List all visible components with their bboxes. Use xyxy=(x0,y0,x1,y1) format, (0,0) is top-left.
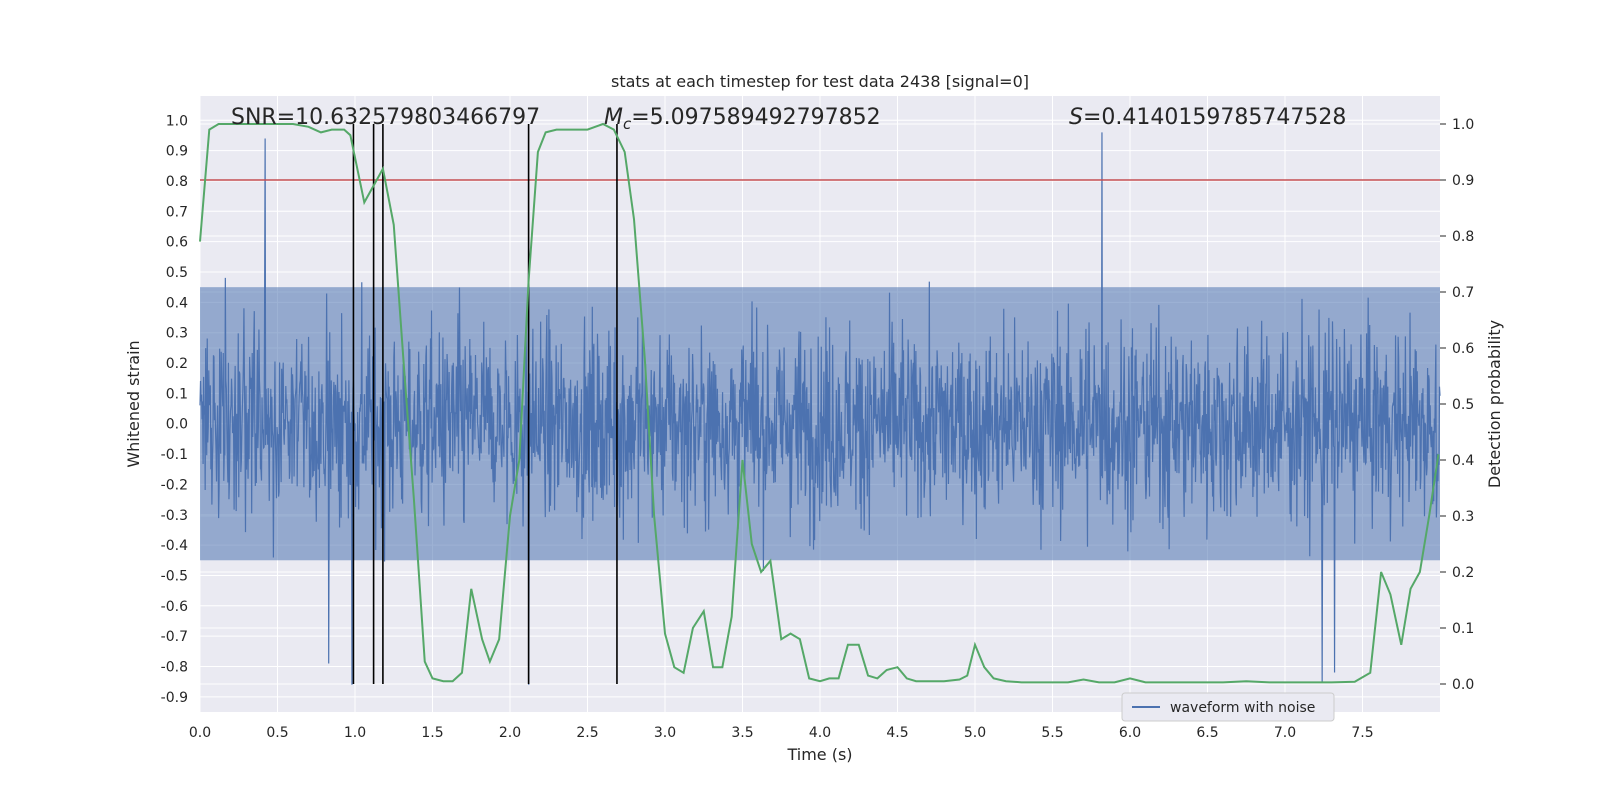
x-tick-label: 1.0 xyxy=(344,725,366,741)
x-tick-label: 2.5 xyxy=(576,725,598,741)
x-tick-label: 0.0 xyxy=(189,725,211,741)
chirp-mass-value: =5.097589492797852 xyxy=(631,105,880,130)
right-y-tick-label: 0.1 xyxy=(1452,621,1474,637)
left-y-tick-label: -0.6 xyxy=(161,599,188,615)
right-y-tick-label: 0.6 xyxy=(1452,341,1474,357)
x-axis-label: Time (s) xyxy=(786,745,852,764)
left-y-axis-ticks: 1.0 0.9 0.8 0.7 0.6 0.5 0.4 0.3 0.2 0.1 0.0 -0.1 -0.… xyxy=(161,113,188,706)
left-y-tick-label: 0.6 xyxy=(166,235,188,251)
left-y-tick-label: 0.5 xyxy=(166,265,188,281)
right-y-tick-label: 0.8 xyxy=(1452,229,1474,245)
right-y-tick-label: 0.9 xyxy=(1452,173,1474,189)
left-y-axis-label: Whitened strain xyxy=(124,340,143,467)
x-tick-label: 3.5 xyxy=(731,725,753,741)
left-y-tick-label: -0.5 xyxy=(161,568,188,584)
snr-annotation: SNR=10.632579803466797 xyxy=(231,105,540,130)
left-y-tick-label: -0.7 xyxy=(161,629,188,645)
strain-core-band xyxy=(200,287,1440,561)
legend-box xyxy=(1121,692,1335,722)
left-y-tick-label: -0.2 xyxy=(161,477,188,493)
right-y-axis-ticks: 1.0 0.9 0.8 0.7 0.6 0.5 0.4 0.3 0.2 0.1 0.0 xyxy=(1440,117,1474,693)
left-y-tick-label: 0.1 xyxy=(166,386,188,402)
right-y-tick-label: 0.0 xyxy=(1452,677,1474,693)
s-annotation: S=0.4140159785747528 xyxy=(1069,105,1346,130)
chirp-mass-subscript: c xyxy=(623,115,632,133)
x-tick-label: 7.5 xyxy=(1351,725,1373,741)
left-y-tick-label: 0.9 xyxy=(166,144,188,160)
right-y-tick-label: 0.2 xyxy=(1452,565,1474,581)
right-y-tick-label: 0.7 xyxy=(1452,285,1474,301)
right-y-tick-label: 1.0 xyxy=(1452,117,1474,133)
x-tick-label: 6.0 xyxy=(1119,725,1141,741)
strain-series xyxy=(199,132,1441,685)
x-tick-label: 5.0 xyxy=(964,725,986,741)
chirp-mass-annotation: Mc=5.097589492797852 xyxy=(604,105,881,133)
legend-label: waveform with noise xyxy=(1170,700,1315,716)
left-y-tick-label: 0.0 xyxy=(166,417,188,433)
right-y-tick-label: 0.3 xyxy=(1452,509,1474,525)
left-y-tick-label: -0.3 xyxy=(161,508,188,524)
chirp-mass-symbol: M xyxy=(604,105,623,130)
s-symbol: S xyxy=(1069,105,1083,130)
right-y-axis-label: Detection probability xyxy=(1485,320,1504,488)
left-y-tick-label: -0.4 xyxy=(161,538,188,554)
vertical-markers xyxy=(352,124,618,684)
right-y-tick-label: 0.5 xyxy=(1452,397,1474,413)
legend: waveform with noise xyxy=(1121,692,1335,722)
x-tick-label: 5.5 xyxy=(1041,725,1063,741)
x-axis-ticks: 0.0 0.5 1.0 1.5 2.0 2.5 3.0 3.5 4.0 4.5 5.0 5.5 6.0 6… xyxy=(189,725,1374,741)
x-tick-label: 0.5 xyxy=(266,725,288,741)
x-tick-label: 3.0 xyxy=(654,725,676,741)
x-tick-label: 7.0 xyxy=(1274,725,1296,741)
left-y-tick-label: -0.9 xyxy=(161,690,188,706)
left-y-tick-label: 0.3 xyxy=(166,326,188,342)
left-y-tick-label: -0.8 xyxy=(161,659,188,675)
probability-line xyxy=(199,122,1440,684)
x-tick-label: 4.5 xyxy=(886,725,908,741)
x-tick-label: 1.5 xyxy=(421,725,443,741)
left-y-tick-label: 1.0 xyxy=(166,113,188,129)
s-value: =0.4140159785747528 xyxy=(1083,105,1346,130)
left-y-tick-label: 0.7 xyxy=(166,204,188,220)
probability-series xyxy=(199,122,1440,684)
left-y-tick-label: 0.4 xyxy=(166,295,188,311)
left-y-tick-label: -0.1 xyxy=(161,447,188,463)
left-y-tick-label: 0.8 xyxy=(166,174,188,190)
x-tick-label: 2.0 xyxy=(499,725,521,741)
chart-title: stats at each timestep for test data 243… xyxy=(611,72,1029,91)
right-y-tick-label: 0.4 xyxy=(1452,453,1474,469)
x-tick-label: 4.0 xyxy=(809,725,831,741)
left-y-tick-label: 0.2 xyxy=(166,356,188,372)
x-tick-label: 6.5 xyxy=(1196,725,1218,741)
